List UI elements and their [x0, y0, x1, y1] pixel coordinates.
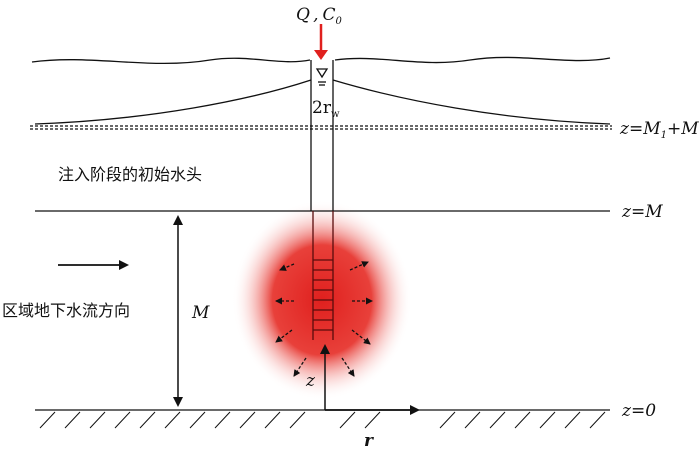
well-screen — [312, 211, 334, 340]
thickness-label: M — [191, 303, 210, 323]
water-level-symbol — [315, 68, 329, 79]
tail: +M — [667, 119, 699, 139]
bottom-label: z=0 — [621, 401, 656, 421]
flow-direction-label: 区域地下水流方向 — [2, 301, 130, 320]
c: C — [323, 5, 336, 25]
well-diameter-label: 2rw — [312, 98, 340, 120]
z-axis-label: z — [305, 371, 316, 391]
sub: 1 — [661, 130, 667, 141]
initial-head-label: 注入阶段的初始水头 — [58, 165, 202, 184]
c-sub: 0 — [336, 16, 343, 27]
r-axis-label: r — [364, 431, 374, 451]
hatching — [39, 411, 606, 429]
source-label: Q, C0 — [296, 5, 343, 27]
sub: w — [331, 109, 340, 120]
layout — [30, 24, 612, 429]
head-cone — [34, 79, 611, 125]
aquifer-top-label: z=M — [621, 202, 663, 222]
q: Q — [296, 5, 310, 25]
main: z=M — [619, 119, 661, 139]
ground-surface — [31, 56, 611, 65]
top-boundary-label: z=M1+M — [619, 119, 699, 141]
spread-arrows — [275, 261, 373, 377]
comma: , — [313, 5, 318, 25]
main: 2r — [312, 98, 332, 118]
